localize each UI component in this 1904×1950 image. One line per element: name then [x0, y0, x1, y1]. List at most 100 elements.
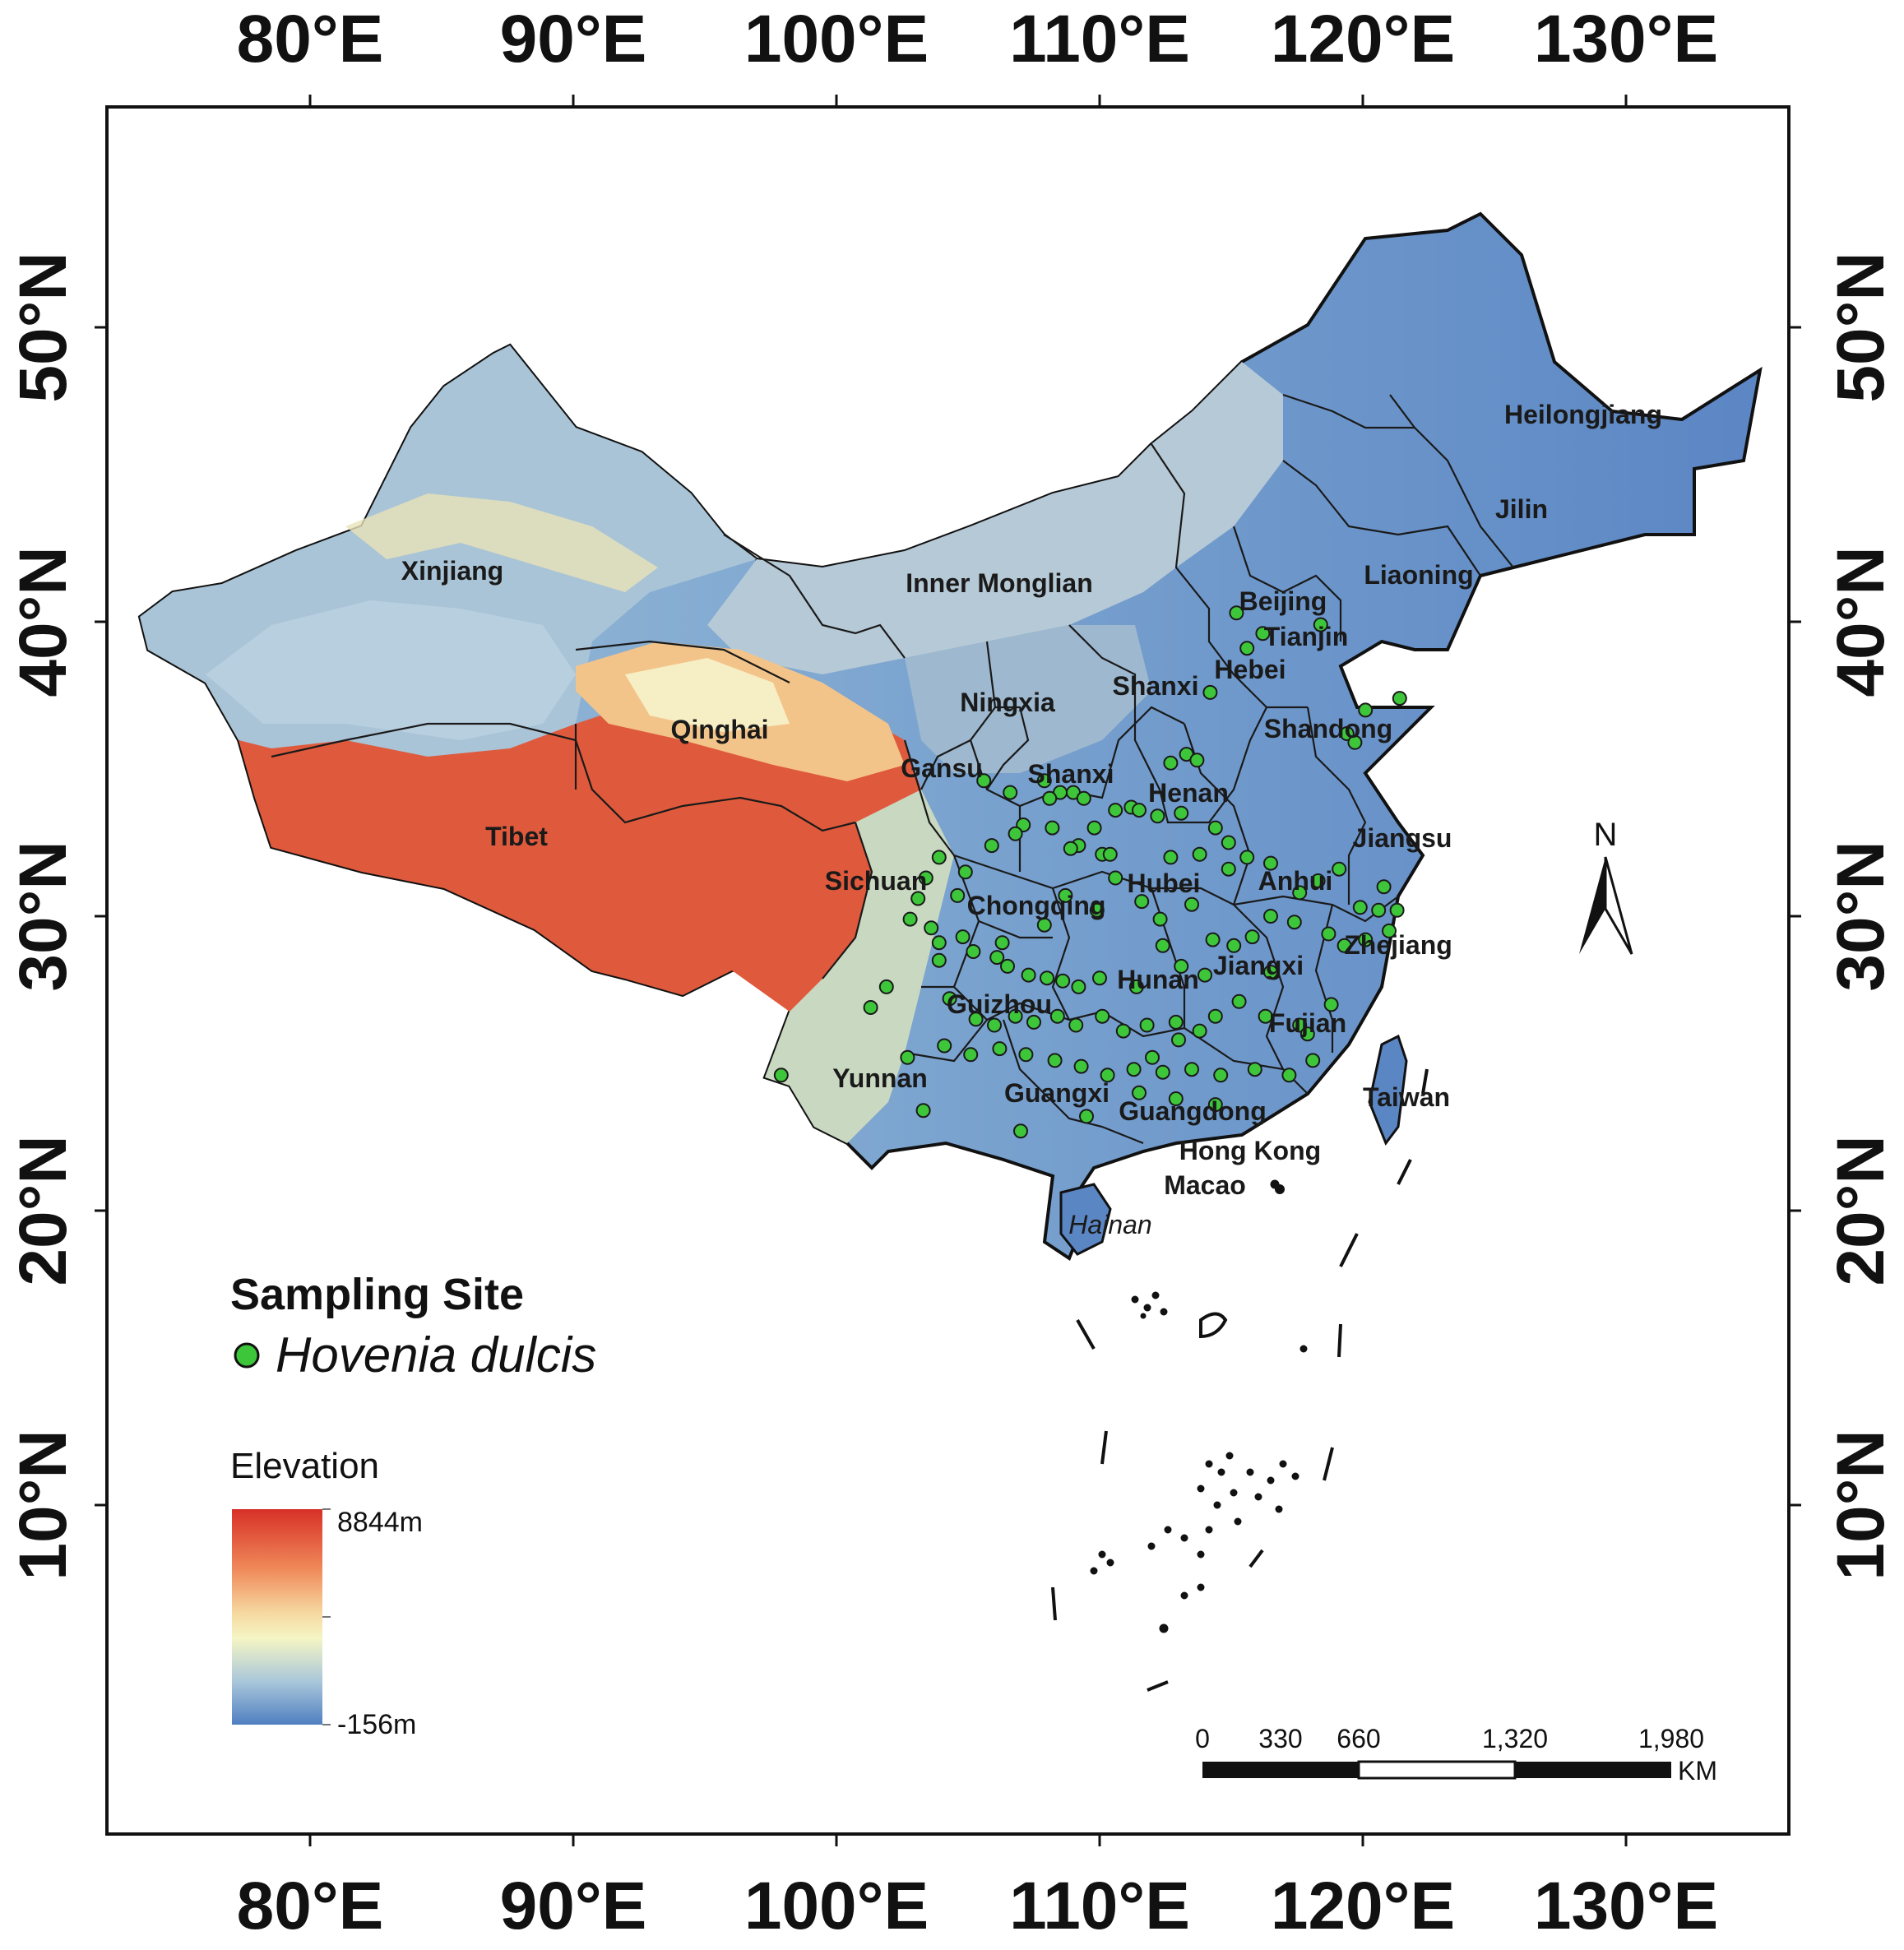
lat-label: 30°N [6, 841, 81, 991]
sampling-site-marker [1371, 902, 1387, 918]
sampling-site-marker [773, 1068, 789, 1083]
province-label: Guangxi [1004, 1078, 1110, 1108]
lon-label: 90°E [500, 2, 647, 76]
province-label: Guangdong [1119, 1096, 1267, 1126]
lat-label: 30°N [1823, 841, 1898, 991]
sampling-site-marker [1092, 970, 1107, 986]
sampling-site-marker [1163, 850, 1179, 865]
province-label: Beijing [1239, 586, 1327, 616]
sampling-site-marker [1079, 1109, 1094, 1124]
sampling-site-marker [1145, 1049, 1160, 1065]
sampling-site-marker [1244, 929, 1260, 945]
sampling-site-marker [968, 1012, 984, 1027]
lon-label: 90°E [500, 1869, 647, 1943]
elevation-min: -156m [337, 1709, 416, 1740]
scale-tick-label: 1,980 [1638, 1724, 1704, 1753]
sampling-site-marker [915, 1103, 931, 1119]
sampling-site-marker [1321, 926, 1337, 942]
sampling-site-marker [1168, 1091, 1184, 1106]
qaidam-pale [625, 658, 790, 732]
province-label: Yunnan [832, 1063, 928, 1093]
lon-label: 130°E [1534, 2, 1718, 76]
province-label: Shanxi [1028, 759, 1114, 789]
sampling-site-marker [987, 1017, 1002, 1033]
sampling-site-marker [1108, 803, 1123, 818]
province-label: Fujian [1269, 1008, 1346, 1038]
legend-title: Sampling Site [230, 1270, 524, 1319]
sampling-site-marker [1352, 900, 1368, 915]
sampling-site-marker [1310, 873, 1326, 888]
hainan-island [1059, 1183, 1112, 1256]
lat-label: 50°N [6, 252, 81, 402]
sampling-site-marker [1207, 820, 1223, 836]
sampling-site-marker [1192, 846, 1207, 862]
sampling-site-marker [1026, 1014, 1041, 1030]
sampling-site-marker [1068, 1017, 1084, 1033]
lat-label: 10°N [6, 1429, 81, 1580]
sampling-site-marker [1049, 1008, 1065, 1024]
province-label: Hainan [1068, 1210, 1151, 1239]
sampling-site-marker [1174, 805, 1189, 821]
sampling-site-marker [984, 838, 999, 854]
sampling-site-marker [1036, 917, 1052, 933]
lat-label: 50°N [1823, 252, 1898, 402]
sampling-site-marker [1313, 617, 1328, 632]
sampling-site-marker [1100, 1068, 1115, 1083]
sampling-site-marker [1189, 753, 1205, 768]
sampling-site-marker [1226, 938, 1242, 953]
sampling-site-marker [1155, 938, 1170, 953]
taiwan-island [1368, 1034, 1408, 1146]
sampling-site-marker [1247, 1062, 1262, 1077]
lat-label: 40°N [6, 546, 81, 697]
yunnan-transition [765, 790, 954, 1143]
sampling-site-marker [900, 1049, 915, 1065]
sampling-site-marker [1347, 734, 1363, 750]
sampling-site-marker [1126, 1062, 1142, 1077]
scale-bar: 0 330 660 1,320 1,980 KM [1195, 1724, 1717, 1786]
south-china-sea-islands [1051, 1068, 1429, 1692]
province-label: Jiangsu [1353, 823, 1452, 853]
sampling-site-marker [1128, 979, 1144, 994]
sampling-site-marker [1198, 967, 1212, 983]
sampling-site-marker [1207, 1097, 1223, 1113]
sampling-site-marker [1192, 1023, 1207, 1039]
lon-label: 110°E [1009, 2, 1190, 76]
sampling-site-marker [1263, 909, 1278, 924]
province-label: Hong Kong [1179, 1136, 1321, 1165]
sampling-site-marker [1231, 994, 1247, 1009]
lat-label: 20°N [6, 1135, 81, 1285]
province-label: Ningxia [960, 688, 1055, 717]
lon-label: 100°E [744, 1869, 929, 1943]
sampling-site-marker [1221, 861, 1236, 877]
sampling-site-marker [1040, 970, 1054, 986]
sampling-site-marker [1286, 915, 1302, 930]
sampling-site-marker [1255, 626, 1271, 642]
sampling-site-marker [1055, 973, 1071, 989]
elevation-colorbar [232, 1509, 322, 1725]
province-label: Zhejiang [1344, 930, 1452, 960]
province-label: Anhui [1258, 866, 1333, 896]
sampling-site-marker [1018, 1047, 1034, 1063]
province-label: Shanxi [1113, 671, 1199, 701]
sampling-site-marker [1213, 1068, 1229, 1083]
province-label: Heilongjiang [1504, 400, 1662, 429]
sampling-site-marker [1058, 887, 1073, 903]
sampling-site-marker [1258, 1008, 1273, 1024]
sampling-site-marker [1089, 902, 1105, 918]
sampling-site-marker [1021, 967, 1036, 983]
province-label: Liaoning [1364, 560, 1473, 590]
sampling-site-marker [1305, 1053, 1321, 1068]
sampling-site-marker [1332, 861, 1347, 877]
sampling-site-marker [1086, 820, 1102, 836]
inner-mongolia-region [707, 362, 1283, 674]
sampling-site-marker [1155, 1064, 1170, 1080]
lon-label: 80°E [237, 1869, 384, 1943]
sampling-site-marker [966, 944, 981, 959]
legend-species: Hovenia dulcis [276, 1327, 596, 1383]
legend-marker-icon [234, 1342, 260, 1369]
sampling-site-marker [1134, 894, 1150, 910]
sampling-site-marker [1229, 605, 1244, 621]
sampling-site-marker [1171, 1032, 1186, 1048]
sampling-site-marker [957, 864, 973, 880]
sampling-site-marker [1063, 841, 1078, 856]
